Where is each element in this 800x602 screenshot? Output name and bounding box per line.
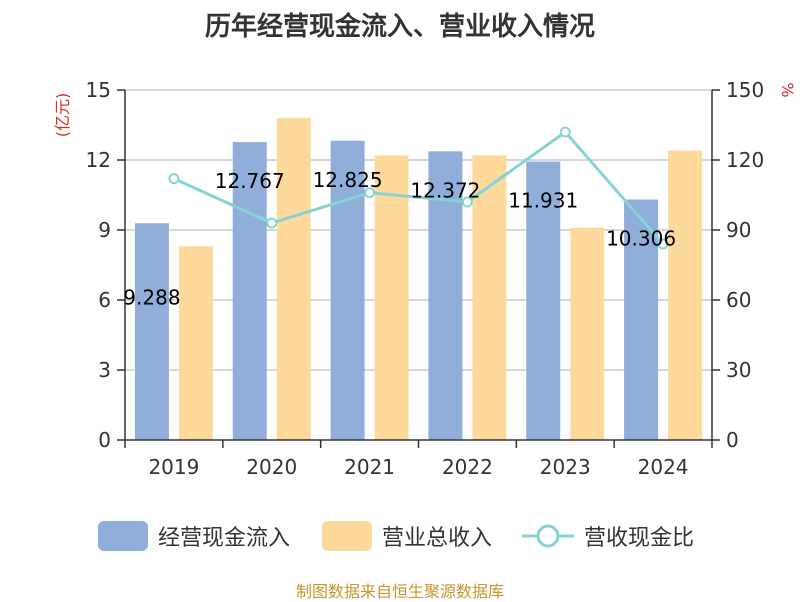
- ratio-point: [364, 187, 376, 199]
- ratio-point: [657, 238, 669, 250]
- y-right-tick-label: 90: [726, 218, 751, 242]
- ratio-point: [559, 126, 571, 138]
- y-left-tick-label: 6: [98, 288, 111, 312]
- legend-item-ratio[interactable]: 营收现金比: [522, 516, 694, 556]
- y-right-tick-label: 150: [726, 78, 764, 102]
- bar-cash-inflow: [134, 223, 169, 440]
- y-left-tick-label: 0: [98, 428, 111, 452]
- y-left-tick-label: 3: [98, 358, 111, 382]
- x-tick-label: 2022: [442, 455, 493, 479]
- ratio-point: [461, 196, 473, 208]
- gridlines: [125, 89, 712, 371]
- legend-line-marker-icon: [522, 524, 574, 548]
- y-left-unit-label: (亿元): [53, 93, 72, 138]
- x-tick-label: 2020: [246, 455, 297, 479]
- x-tick-label: 2019: [148, 455, 199, 479]
- chart-title: 历年经营现金流入、营业收入情况: [204, 12, 595, 42]
- legend-item-revenue[interactable]: 营业总收入: [322, 516, 492, 556]
- legend-swatch-cash-inflow: [98, 521, 148, 551]
- bars: [134, 118, 703, 441]
- bar-cash-inflow: [232, 142, 267, 440]
- data-label-cash-inflow: 9.288: [123, 285, 180, 309]
- data-label-cash-inflow: 11.931: [508, 189, 578, 213]
- x-tick-label: 2021: [344, 455, 395, 479]
- bar-revenue: [570, 227, 605, 440]
- y-left-tick-label: 12: [86, 148, 111, 172]
- y-right-tick-label: 60: [726, 288, 751, 312]
- bar-revenue: [276, 118, 311, 440]
- legend-item-cash-inflow[interactable]: 经营现金流入: [98, 516, 290, 556]
- y-right-tick-label: 120: [726, 148, 764, 172]
- legend-label-cash-inflow: 经营现金流入: [158, 526, 291, 551]
- bar-cash-inflow: [624, 199, 659, 440]
- bar-revenue: [374, 155, 409, 441]
- bar-revenue: [178, 246, 213, 440]
- data-label-cash-inflow: 12.767: [215, 169, 285, 193]
- ratio-line-path: [173, 129, 665, 245]
- legend-label-revenue: 营业总收入: [382, 526, 493, 551]
- legend-swatch-revenue: [322, 521, 372, 551]
- legend: 经营现金流入 营业总收入 营收现金比: [0, 516, 800, 556]
- bar-revenue: [668, 150, 703, 440]
- data-labels: 9.288 12.767 12.825 12.372 11.931 10.306: [123, 168, 676, 310]
- bar-revenue: [472, 155, 507, 441]
- source-note: 制图数据来自恒生聚源数据库: [295, 582, 504, 601]
- y-left-tick-label: 9: [98, 218, 111, 242]
- y-right-unit-label: %: [778, 82, 797, 97]
- ratio-point: [266, 217, 278, 229]
- y-right-tick-label: 0: [726, 428, 739, 452]
- ratio-point: [168, 173, 180, 185]
- data-label-cash-inflow: 12.825: [313, 168, 383, 192]
- ratio-line: [168, 126, 669, 250]
- y-left-tick-label: 15: [86, 78, 111, 102]
- data-label-cash-inflow: 10.306: [606, 227, 676, 251]
- bar-cash-inflow: [330, 140, 365, 440]
- data-label-cash-inflow: 12.372: [410, 178, 480, 202]
- x-tick-label: 2024: [638, 455, 689, 479]
- y-right-tick-label: 30: [726, 358, 751, 382]
- bar-cash-inflow: [526, 161, 561, 441]
- legend-label-ratio: 营收现金比: [584, 526, 695, 551]
- x-tick-label: 2023: [540, 455, 591, 479]
